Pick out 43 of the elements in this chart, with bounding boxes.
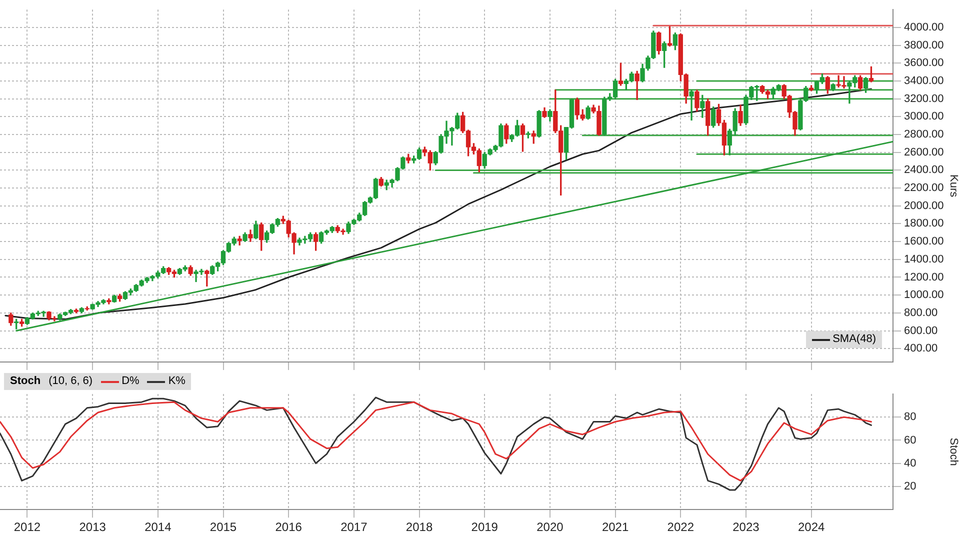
legend-label: D% xyxy=(122,374,140,389)
x-tick-label: 2024 xyxy=(798,520,825,534)
y-tick-label: 60 xyxy=(904,434,916,446)
x-tick-label: 2014 xyxy=(144,520,172,534)
chart-subtitle: (10, 6, 6) xyxy=(48,374,93,389)
y-tick-label: 40 xyxy=(904,457,916,470)
y-tick-label: 4000.00 xyxy=(904,21,944,34)
x-tick-label: 2012 xyxy=(14,520,41,534)
y-axis-title: Stoch xyxy=(947,438,960,466)
y-tick-label: 2200.00 xyxy=(904,182,944,194)
y-tick-label: 1600.00 xyxy=(904,236,944,248)
x-tick-label: 2019 xyxy=(471,520,498,534)
x-tick-label: 2022 xyxy=(667,520,694,534)
y-tick-label: 3600.00 xyxy=(904,57,944,70)
x-tick-label: 2023 xyxy=(732,520,760,534)
y-tick-label: 1800.00 xyxy=(904,218,944,230)
x-tick-label: 2015 xyxy=(210,520,237,534)
y-tick-label: 2000.00 xyxy=(904,200,944,212)
y-tick-label: 2800.00 xyxy=(904,128,944,141)
y-tick-label: 20 xyxy=(904,480,916,493)
x-tick-label: 2013 xyxy=(79,520,106,534)
y-tick-label: 2400.00 xyxy=(904,164,944,176)
legend-label: SMA(48) xyxy=(832,332,876,347)
y-tick-label: 3000.00 xyxy=(904,110,944,123)
y-tick-label: 3200.00 xyxy=(904,92,944,105)
y-tick-label: 80 xyxy=(904,411,916,424)
y-tick-label: 1000.00 xyxy=(904,289,944,302)
y-tick-label: 3800.00 xyxy=(904,39,944,52)
y-tick-label: 600.00 xyxy=(904,324,938,337)
y-tick-label: 1400.00 xyxy=(904,253,944,266)
chart-title: Stoch xyxy=(10,374,41,389)
y-tick-label: 3400.00 xyxy=(904,75,944,88)
y-tick-label: 1200.00 xyxy=(904,271,944,284)
y-axis-title: Kurs xyxy=(947,174,960,198)
x-tick-label: 2016 xyxy=(275,520,302,534)
y-tick-label: 400.00 xyxy=(904,342,938,355)
y-tick-label: 800.00 xyxy=(904,306,938,319)
x-tick-label: 2021 xyxy=(602,520,629,534)
x-tick-label: 2020 xyxy=(536,520,564,534)
legend-label: K% xyxy=(168,374,186,389)
y-tick-label: 2600.00 xyxy=(904,146,944,158)
x-tick-label: 2018 xyxy=(406,520,433,534)
x-tick-label: 2017 xyxy=(340,520,368,534)
